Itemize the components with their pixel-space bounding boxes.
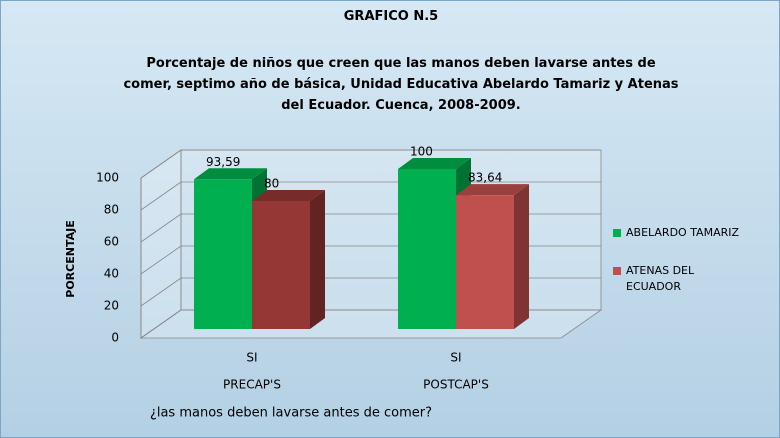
bar <box>398 169 456 329</box>
bar-top <box>456 184 529 196</box>
y-tick-label: 80 <box>104 203 119 217</box>
chart-title: GRAFICO N.5 <box>343 9 439 24</box>
group-label: PRECAP'S <box>223 378 281 392</box>
chart-subtitle: Porcentaje de niños que creen que las ma… <box>123 56 679 113</box>
legend-label: ATENAS DEL ECUADOR <box>626 264 695 293</box>
y-tick-label: 100 <box>96 171 119 185</box>
x-tick-label: SI <box>246 351 257 365</box>
legend-swatch <box>613 229 621 237</box>
bar-side <box>514 184 529 329</box>
grid-line <box>140 309 182 339</box>
grid-line <box>140 181 182 211</box>
x-tick-label: SI <box>450 351 461 365</box>
side-wall <box>140 149 182 339</box>
data-label: 100 <box>410 145 433 159</box>
legend-label: ABELARDO TAMARIZ <box>626 226 740 239</box>
legend-swatch <box>613 267 621 275</box>
bar <box>194 179 252 329</box>
x-axis-title: ¿las manos deben lavarse antes de comer? <box>150 406 432 421</box>
grid-line <box>140 213 182 243</box>
y-tick-label: 60 <box>104 235 119 249</box>
grid-line <box>140 149 182 179</box>
bar <box>456 195 514 329</box>
bar-side <box>310 190 325 329</box>
data-label: 93,59 <box>206 155 240 169</box>
y-tick-label: 0 <box>111 331 119 345</box>
bar-top <box>194 168 267 180</box>
bar-top <box>252 190 325 201</box>
grid-line <box>140 245 182 275</box>
group-label: POSTCAP'S <box>423 378 489 392</box>
y-axis-title: PORCENTAJE <box>64 220 77 297</box>
y-tick-label: 40 <box>104 267 119 281</box>
bar-top <box>398 158 471 169</box>
y-tick-label: 20 <box>104 299 119 313</box>
grid-line <box>140 277 182 307</box>
bar <box>252 201 310 329</box>
data-label: 83,64 <box>468 171 502 185</box>
data-label: 80 <box>264 177 279 191</box>
